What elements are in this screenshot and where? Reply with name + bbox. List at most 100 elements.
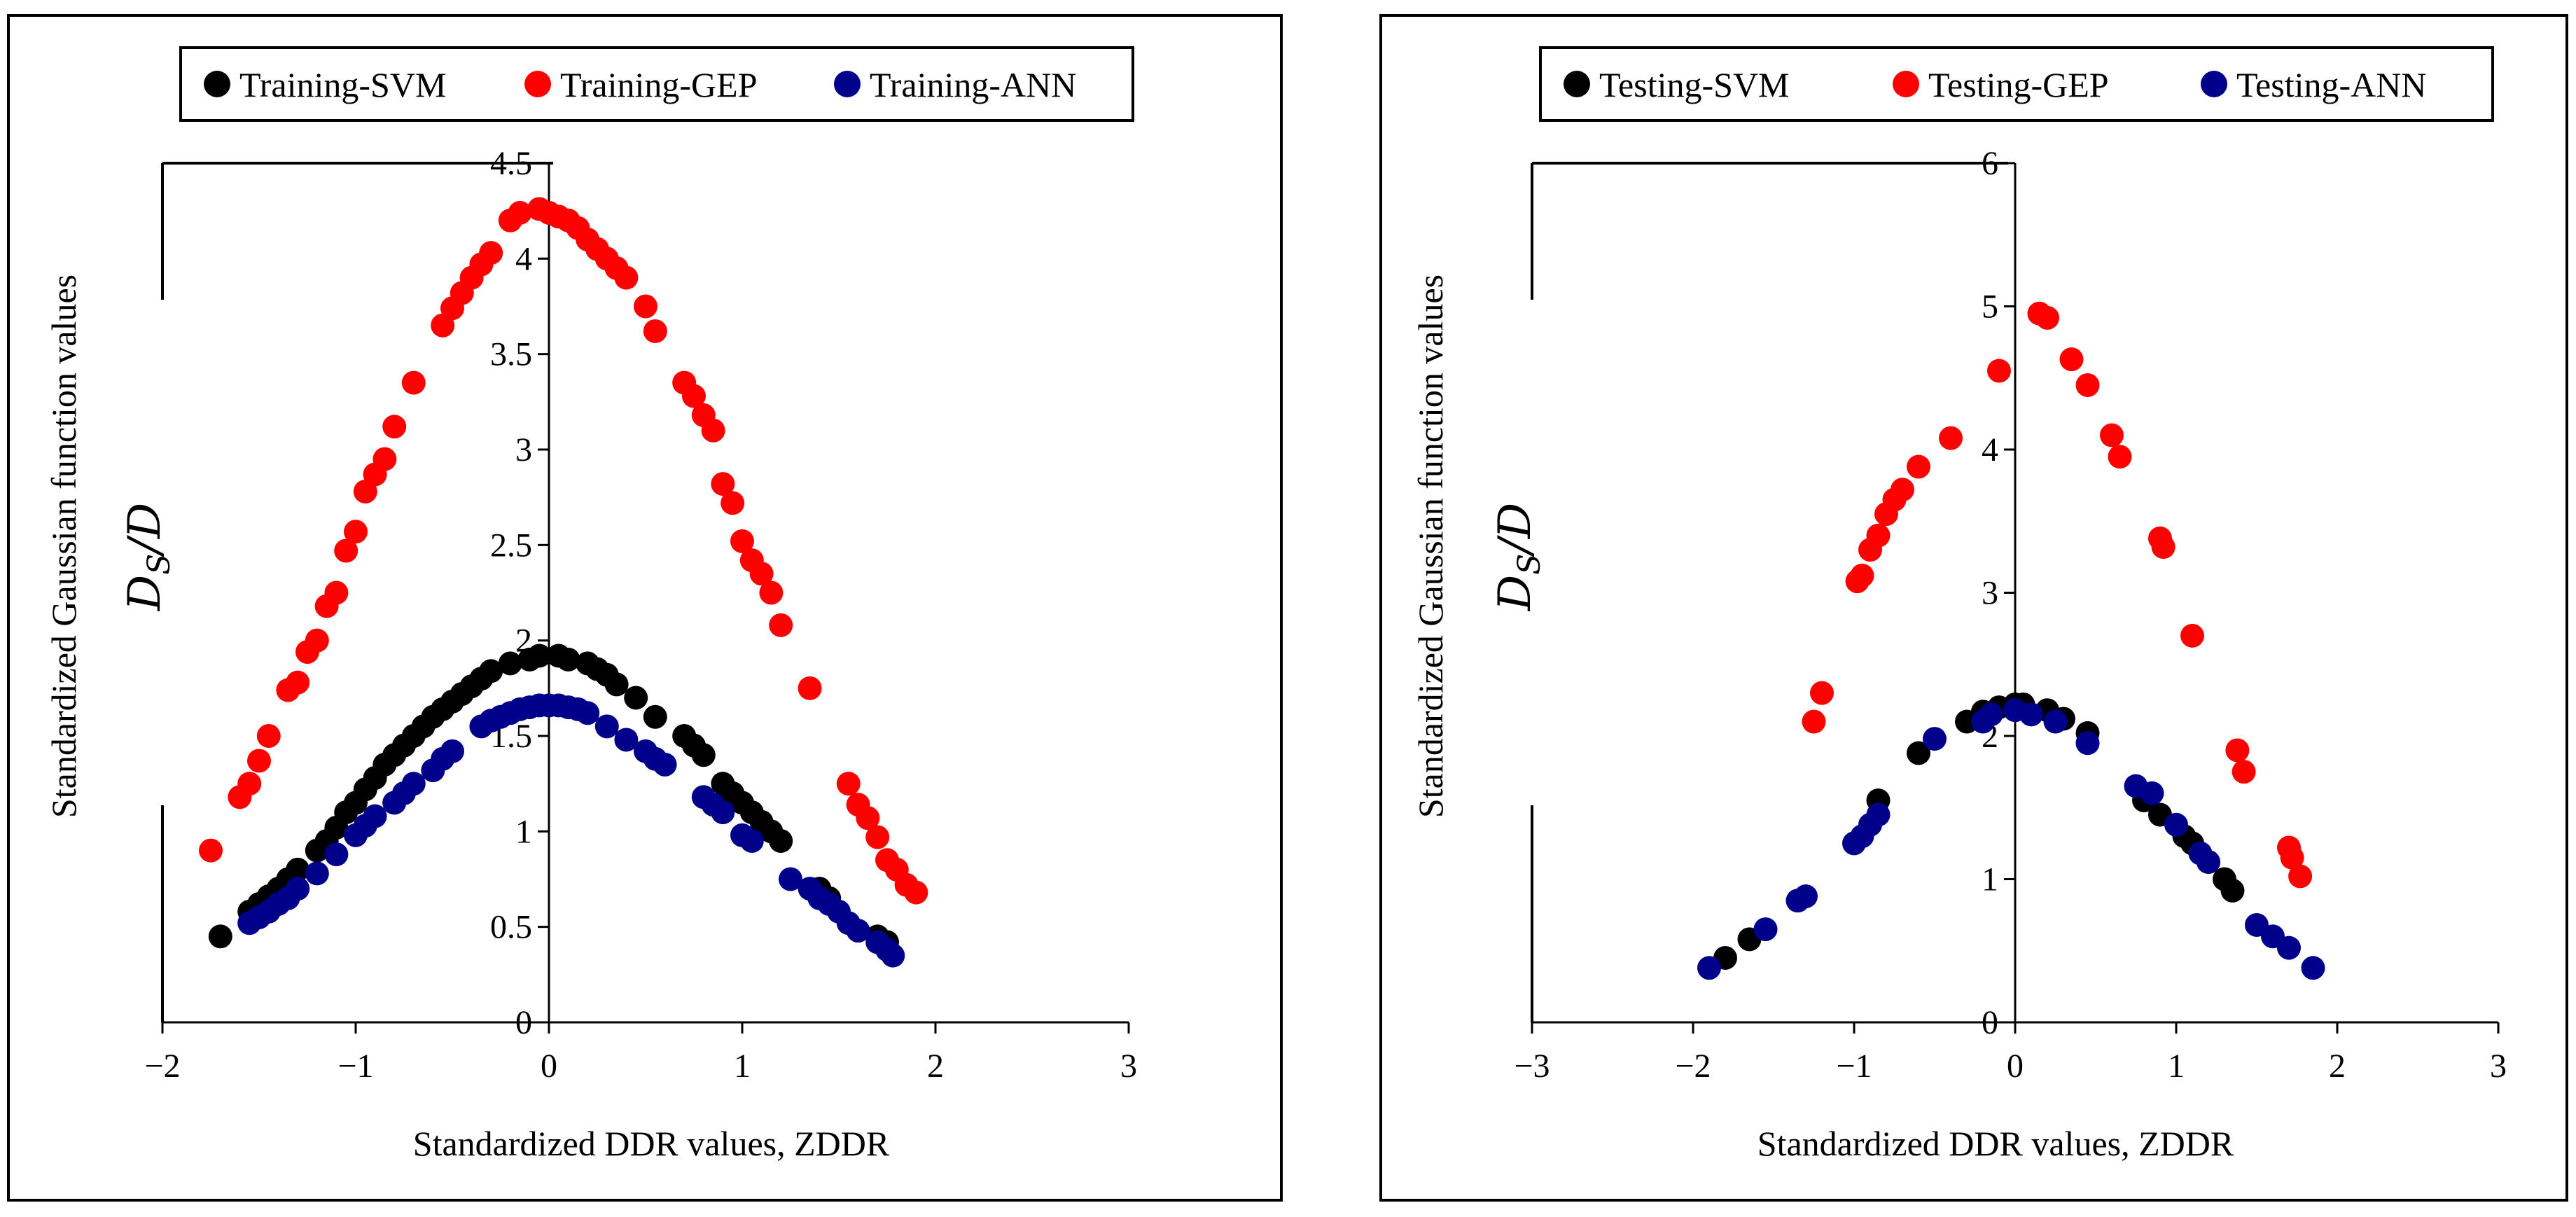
training-ann-point <box>653 752 677 777</box>
training-gep-point <box>199 838 223 863</box>
training-gep-point <box>373 447 397 471</box>
y-tick-label: 1 <box>1982 861 1998 898</box>
training-gep-point <box>769 613 793 637</box>
training-svm-point <box>208 924 232 949</box>
series-testing-gep <box>1802 301 2313 889</box>
training-gep-point <box>634 294 657 319</box>
y-tick-label: 2.5 <box>490 527 532 564</box>
testing-gep-point <box>1802 709 1826 734</box>
testing-ann-point <box>2140 781 2164 805</box>
legend-label-testing-gep: Testing-GEP <box>1928 65 2109 104</box>
y-tick-label: 3 <box>1982 575 1998 612</box>
testing-ann-point <box>2196 849 2220 874</box>
training-svm-point <box>643 704 667 729</box>
testing-gep-point <box>2288 864 2313 889</box>
training-gep-point <box>324 580 349 605</box>
x-tick-label: 0 <box>541 1048 557 1085</box>
training-gep-point <box>401 370 426 395</box>
testing-gep-point <box>2035 305 2059 330</box>
testing-svm-point <box>1907 741 1930 765</box>
training-ann-point <box>305 861 329 886</box>
testing-chart-panel: Testing-SVM Testing-GEP Testing-ANN Stan… <box>1379 14 2568 1202</box>
training-chart-panel: Training-SVM Training-GEP Training-ANN S… <box>7 14 1283 1202</box>
legend-label-testing-svm: Testing-SVM <box>1599 65 1790 104</box>
training-gep-point <box>856 806 880 830</box>
y-tick-label: 0 <box>515 1004 532 1041</box>
y-tick-label: 6 <box>1982 145 1998 182</box>
training-ann-point <box>363 804 387 828</box>
testing-gep-point <box>2232 760 2256 784</box>
x-tick-label: −3 <box>1514 1048 1550 1085</box>
training-ann-point <box>846 919 870 943</box>
y-tick-label: 5 <box>1982 288 1998 326</box>
legend-label-testing-ann: Testing-ANN <box>2236 65 2426 104</box>
legend: Testing-SVM Testing-GEP Testing-ANN <box>1539 46 2494 122</box>
training-gep-point <box>759 580 784 605</box>
training-ann-point <box>779 867 802 891</box>
series-training-gep <box>199 197 928 905</box>
testing-gep-point <box>1866 523 1891 548</box>
testing-gep-point <box>1810 681 1834 705</box>
testing-gep-point <box>1939 426 1963 450</box>
x-tick-label: −2 <box>144 1048 180 1085</box>
legend: Training-SVM Training-GEP Training-ANN <box>179 46 1134 122</box>
training-gep-point <box>479 241 503 265</box>
training-gep-point <box>836 772 861 796</box>
y-tick-label: 4 <box>1982 431 1998 468</box>
x-axis-title: Standardized DDR values, ZDDR <box>413 1124 890 1163</box>
training-ann-point <box>401 772 426 796</box>
testing-gep-point <box>1907 454 1930 479</box>
training-gep-point <box>344 520 368 544</box>
legend-label-training-gep: Training-GEP <box>560 65 758 104</box>
legend-label-training-svm: Training-SVM <box>239 65 446 104</box>
training-gep-point <box>305 628 329 653</box>
training-ann-point <box>614 728 639 752</box>
testing-gep-point <box>2059 347 2084 372</box>
training-gep-point <box>682 384 706 408</box>
testing-ann-point <box>1697 956 1721 980</box>
x-tick-label: 2 <box>927 1048 944 1085</box>
legend-box <box>1539 46 2494 122</box>
y-tick-label: 3.5 <box>490 336 532 373</box>
testing-ann-point <box>1753 917 1778 942</box>
training-ann-point <box>286 877 310 901</box>
legend-marker-training-ann <box>834 71 861 97</box>
training-gep-point <box>701 418 725 443</box>
series-testing-ann <box>1697 698 2325 980</box>
training-gep-point <box>286 670 310 695</box>
panel-frame <box>7 14 1283 1202</box>
testing-ann-point <box>2043 709 2068 734</box>
testing-gep-point <box>1987 359 2011 383</box>
y-axis-math-label: DS/D <box>1489 503 1547 611</box>
training-svm-point <box>479 659 503 683</box>
testing-ann-point <box>2019 702 2043 727</box>
x-tick-label: −1 <box>337 1048 373 1085</box>
testing-gep-point <box>2075 373 2100 397</box>
testing-gep-point <box>2180 623 2204 648</box>
training-ann-point <box>440 739 464 763</box>
training-gep-point <box>904 880 928 905</box>
training-gep-point <box>614 265 639 290</box>
x-tick-label: 3 <box>1120 1048 1137 1085</box>
training-gep-point <box>730 529 754 553</box>
training-gep-point <box>382 415 407 439</box>
training-svm-point <box>498 651 522 676</box>
testing-gep-point <box>2108 445 2132 469</box>
training-ann-point <box>324 842 349 867</box>
training-gep-point <box>508 200 532 225</box>
x-tick-label: 1 <box>2168 1048 2185 1085</box>
testing-ann-point <box>1866 802 1891 827</box>
x-tick-label: 0 <box>2007 1048 2024 1085</box>
panel-frame <box>1379 14 2568 1202</box>
testing-svm-point <box>2220 878 2245 903</box>
training-svm-point <box>691 743 716 767</box>
x-tick-label: 1 <box>734 1048 751 1085</box>
training-ann-point <box>594 714 619 739</box>
training-svm-point <box>604 672 629 697</box>
y-tick-label: 0.5 <box>490 909 532 946</box>
testing-ann-point <box>1923 727 1947 751</box>
testing-ann-point <box>1979 702 2003 727</box>
x-axis-title: Standardized DDR values, ZDDR <box>1757 1124 2234 1163</box>
training-gep-point <box>720 491 745 515</box>
